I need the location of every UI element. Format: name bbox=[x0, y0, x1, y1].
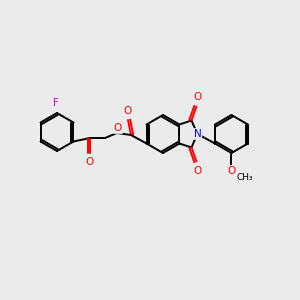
Text: O: O bbox=[114, 123, 122, 133]
Text: F: F bbox=[53, 98, 59, 108]
Text: N: N bbox=[194, 129, 201, 139]
Text: CH₃: CH₃ bbox=[236, 173, 253, 182]
Text: O: O bbox=[193, 92, 202, 103]
Text: O: O bbox=[227, 166, 236, 176]
Text: O: O bbox=[86, 157, 94, 167]
Text: O: O bbox=[124, 106, 132, 116]
Text: O: O bbox=[193, 166, 202, 176]
